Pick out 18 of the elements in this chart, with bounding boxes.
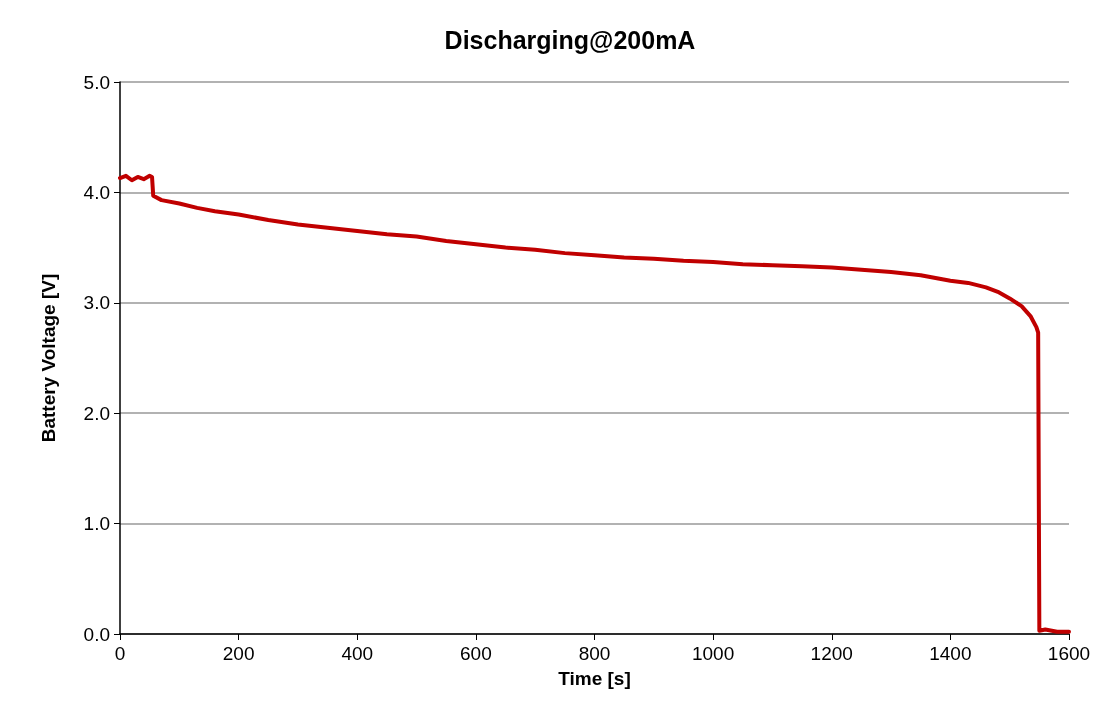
x-tick-label: 400 (341, 643, 374, 664)
y-tick-label: 2.0 (83, 402, 110, 424)
x-tick-label: 800 (578, 643, 611, 664)
chart-title: Discharging@200mA (444, 25, 696, 54)
x-tick-label: 200 (222, 643, 255, 664)
x-tick-label: 1400 (929, 643, 972, 664)
y-tick-label: 1.0 (83, 513, 110, 535)
y-tick-label: 4.0 (83, 181, 110, 203)
x-tick-label: 600 (460, 643, 492, 664)
x-tick-label: 1200 (810, 643, 853, 664)
x-axis-title: Time [s] (558, 668, 631, 689)
y-tick-label: 3.0 (83, 292, 110, 314)
y-axis-title: Battery Voltage [V] (38, 273, 59, 443)
x-tick-label: 0 (114, 643, 126, 664)
x-tick-label: 1000 (691, 643, 735, 664)
y-tick-label: 0.0 (83, 623, 110, 645)
y-tick-label: 5.0 (83, 71, 110, 93)
x-tick-label: 1600 (1047, 643, 1091, 664)
